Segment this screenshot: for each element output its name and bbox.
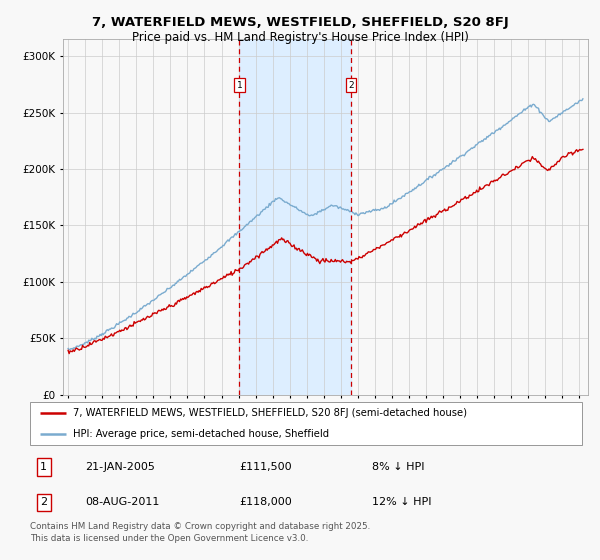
Text: 2: 2 <box>40 497 47 507</box>
Text: £118,000: £118,000 <box>240 497 293 507</box>
Bar <box>239 39 351 395</box>
Text: Contains HM Land Registry data © Crown copyright and database right 2025.
This d: Contains HM Land Registry data © Crown c… <box>30 522 370 543</box>
Text: 1: 1 <box>236 81 242 90</box>
Text: Price paid vs. HM Land Registry's House Price Index (HPI): Price paid vs. HM Land Registry's House … <box>131 31 469 44</box>
Text: 7, WATERFIELD MEWS, WESTFIELD, SHEFFIELD, S20 8FJ: 7, WATERFIELD MEWS, WESTFIELD, SHEFFIELD… <box>92 16 508 29</box>
Text: 8% ↓ HPI: 8% ↓ HPI <box>372 462 425 472</box>
Text: 2: 2 <box>348 81 354 90</box>
Text: 08-AUG-2011: 08-AUG-2011 <box>85 497 160 507</box>
Text: 1: 1 <box>40 462 47 472</box>
Text: £111,500: £111,500 <box>240 462 292 472</box>
Text: 7, WATERFIELD MEWS, WESTFIELD, SHEFFIELD, S20 8FJ (semi-detached house): 7, WATERFIELD MEWS, WESTFIELD, SHEFFIELD… <box>73 408 467 418</box>
Text: 21-JAN-2005: 21-JAN-2005 <box>85 462 155 472</box>
Text: HPI: Average price, semi-detached house, Sheffield: HPI: Average price, semi-detached house,… <box>73 429 329 439</box>
Text: 12% ↓ HPI: 12% ↓ HPI <box>372 497 432 507</box>
